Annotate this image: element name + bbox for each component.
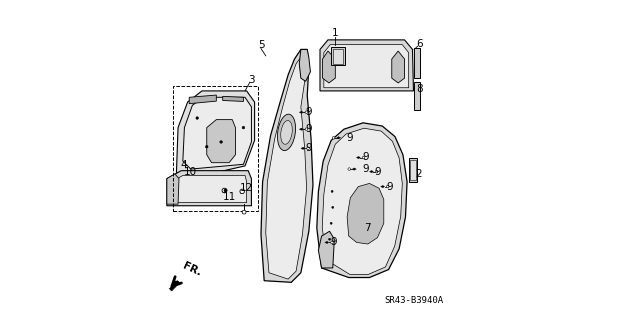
Circle shape bbox=[240, 189, 244, 194]
Polygon shape bbox=[323, 51, 335, 83]
Text: 11: 11 bbox=[223, 192, 236, 202]
Polygon shape bbox=[319, 231, 334, 268]
Circle shape bbox=[362, 156, 365, 159]
Ellipse shape bbox=[281, 121, 292, 144]
Bar bbox=[333, 49, 343, 64]
Circle shape bbox=[242, 126, 244, 129]
Bar bbox=[331, 47, 344, 65]
Polygon shape bbox=[300, 111, 303, 114]
Circle shape bbox=[331, 190, 333, 192]
Text: SR43-B3940A: SR43-B3940A bbox=[385, 296, 444, 305]
Polygon shape bbox=[381, 185, 385, 188]
Circle shape bbox=[307, 147, 309, 150]
Bar bbox=[414, 82, 420, 110]
Text: 10: 10 bbox=[184, 167, 197, 177]
Polygon shape bbox=[170, 281, 180, 291]
Circle shape bbox=[224, 189, 227, 192]
Circle shape bbox=[332, 206, 333, 208]
Text: 8: 8 bbox=[416, 84, 423, 94]
Circle shape bbox=[243, 211, 246, 214]
Polygon shape bbox=[223, 96, 243, 101]
Circle shape bbox=[305, 111, 308, 114]
Polygon shape bbox=[337, 137, 340, 139]
Text: 9: 9 bbox=[346, 133, 353, 143]
Polygon shape bbox=[183, 97, 252, 169]
Text: 5: 5 bbox=[259, 40, 265, 50]
Polygon shape bbox=[324, 45, 409, 88]
Circle shape bbox=[220, 141, 222, 143]
Text: 9: 9 bbox=[306, 143, 312, 153]
Circle shape bbox=[242, 210, 246, 214]
Text: 9: 9 bbox=[362, 152, 369, 162]
Circle shape bbox=[348, 168, 351, 170]
Polygon shape bbox=[266, 56, 307, 279]
Text: 9: 9 bbox=[375, 167, 381, 177]
Polygon shape bbox=[177, 91, 255, 179]
Circle shape bbox=[330, 222, 332, 224]
Circle shape bbox=[328, 238, 330, 240]
Bar bbox=[414, 48, 420, 78]
Circle shape bbox=[205, 145, 208, 148]
Circle shape bbox=[222, 188, 227, 193]
Polygon shape bbox=[347, 183, 384, 244]
Text: 9: 9 bbox=[330, 237, 337, 248]
Bar bbox=[409, 158, 417, 182]
Polygon shape bbox=[301, 147, 305, 150]
Circle shape bbox=[331, 241, 333, 244]
Text: 6: 6 bbox=[416, 39, 423, 49]
Polygon shape bbox=[300, 128, 303, 130]
Polygon shape bbox=[167, 174, 179, 204]
Text: 9: 9 bbox=[306, 107, 312, 117]
Circle shape bbox=[305, 128, 308, 130]
Polygon shape bbox=[167, 171, 252, 206]
Polygon shape bbox=[207, 120, 236, 163]
Polygon shape bbox=[322, 128, 403, 274]
Text: 1: 1 bbox=[332, 28, 339, 39]
Text: 3: 3 bbox=[248, 75, 255, 85]
Polygon shape bbox=[320, 40, 413, 91]
Polygon shape bbox=[300, 49, 310, 81]
Text: 9: 9 bbox=[362, 164, 369, 174]
Ellipse shape bbox=[278, 114, 296, 151]
Polygon shape bbox=[261, 49, 313, 282]
Polygon shape bbox=[324, 241, 329, 244]
Polygon shape bbox=[356, 156, 360, 159]
Text: 2: 2 bbox=[415, 169, 422, 179]
Circle shape bbox=[375, 170, 378, 173]
Circle shape bbox=[196, 117, 198, 119]
Polygon shape bbox=[369, 170, 374, 173]
Circle shape bbox=[387, 185, 389, 188]
Text: 4: 4 bbox=[180, 160, 187, 170]
Text: 7: 7 bbox=[364, 223, 371, 233]
Text: 9: 9 bbox=[306, 124, 312, 134]
Polygon shape bbox=[317, 123, 407, 278]
Text: 9: 9 bbox=[387, 182, 393, 192]
Polygon shape bbox=[392, 51, 404, 83]
Polygon shape bbox=[189, 95, 216, 104]
Polygon shape bbox=[353, 168, 356, 170]
Circle shape bbox=[332, 137, 335, 139]
Bar bbox=[410, 160, 416, 180]
Text: FR.: FR. bbox=[181, 261, 203, 278]
Text: 12: 12 bbox=[239, 183, 253, 193]
Polygon shape bbox=[172, 175, 246, 203]
